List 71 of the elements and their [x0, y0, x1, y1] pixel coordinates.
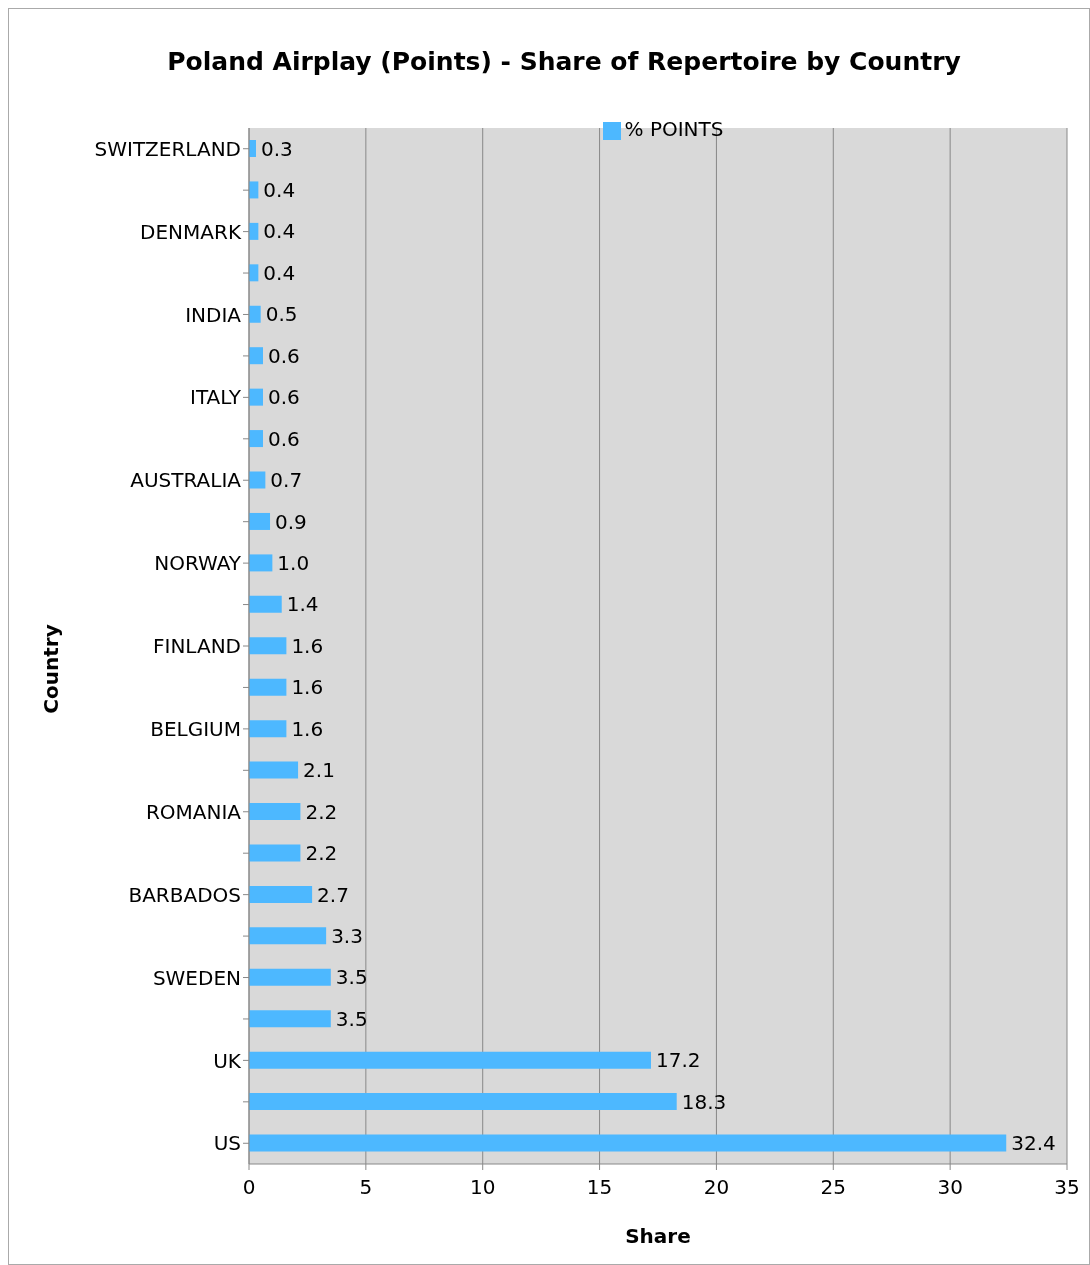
data-label: 3.5: [335, 965, 368, 990]
y-tick-label: SWEDEN: [152, 965, 241, 990]
data-label: 32.4: [1011, 1131, 1056, 1156]
bar: [249, 347, 264, 365]
bar: [249, 1134, 1007, 1152]
x-tick-label: 30: [937, 1175, 963, 1200]
bar: [249, 637, 287, 655]
data-label: 2.1: [303, 758, 335, 783]
data-label: 1.6: [291, 675, 324, 700]
bar: [249, 885, 313, 903]
bar: [249, 388, 264, 406]
x-tick-label: 5: [359, 1175, 373, 1200]
bar: [249, 1010, 331, 1028]
data-label: 3.3: [331, 923, 363, 948]
y-tick-label: BELGIUM: [150, 716, 241, 741]
data-label: 1.0: [277, 551, 310, 575]
bar: [249, 471, 266, 489]
x-tick-label: 35: [1054, 1175, 1080, 1200]
data-label: 3.5: [335, 1006, 368, 1031]
bar: [249, 844, 301, 862]
x-tick-label: 15: [586, 1175, 613, 1200]
data-label: 0.7: [270, 468, 303, 493]
bar: [249, 968, 331, 986]
bar: [249, 761, 299, 779]
bar: [249, 305, 261, 323]
y-tick-label: SWITZERLAND: [94, 136, 241, 161]
bar: [249, 430, 264, 448]
data-label: 2.7: [317, 882, 349, 907]
y-axis-title: Country: [39, 624, 63, 714]
bar: [249, 595, 282, 613]
y-tick-label: BARBADOS: [128, 882, 241, 907]
y-tick-label: INDIA: [185, 302, 242, 327]
bar: [249, 720, 287, 738]
data-label: 18.3: [681, 1089, 727, 1114]
y-tick-label: NORWAY: [154, 551, 242, 576]
data-label: 0.9: [275, 509, 307, 534]
x-tick-label: 10: [469, 1175, 496, 1200]
data-label: 0.4: [263, 260, 296, 285]
bar: [249, 1051, 651, 1069]
y-tick-label: FINLAND: [152, 634, 241, 659]
data-label: 2.2: [305, 841, 338, 866]
y-tick-label: ITALY: [190, 385, 242, 410]
bar: [249, 1093, 677, 1111]
data-label: 17.2: [655, 1048, 701, 1073]
data-label: 1.6: [291, 716, 324, 741]
data-label: 0.4: [263, 178, 296, 203]
data-label: 0.3: [261, 136, 293, 161]
x-tick-label: 25: [820, 1175, 847, 1200]
data-label: 0.6: [268, 343, 300, 368]
legend-label: % POINTS: [624, 117, 724, 141]
data-label: 0.5: [265, 302, 298, 327]
data-label: 0.6: [268, 426, 300, 451]
bar: [249, 803, 301, 821]
y-tick-label: ROMANIA: [145, 799, 242, 824]
y-tick-label: AUSTRALIA: [130, 468, 242, 493]
x-axis-title: Share: [624, 1224, 692, 1248]
chart-title: Poland Airplay (Points) - Share of Repertoire by Country: [166, 47, 962, 76]
data-label: 0.6: [268, 385, 300, 410]
data-label: 1.4: [286, 592, 319, 617]
bar: [249, 678, 287, 696]
data-label: 2.2: [305, 799, 338, 824]
x-tick-label: 0: [242, 1175, 256, 1200]
y-tick-label: US: [213, 1131, 241, 1156]
y-tick-label: DENMARK: [140, 219, 242, 244]
bar: [249, 554, 273, 572]
x-tick-label: 20: [703, 1175, 730, 1200]
data-label: 0.4: [263, 219, 296, 244]
bar: [249, 512, 271, 530]
data-label: 1.6: [291, 633, 324, 658]
bar: [249, 927, 327, 945]
y-tick-label: UK: [213, 1048, 242, 1073]
